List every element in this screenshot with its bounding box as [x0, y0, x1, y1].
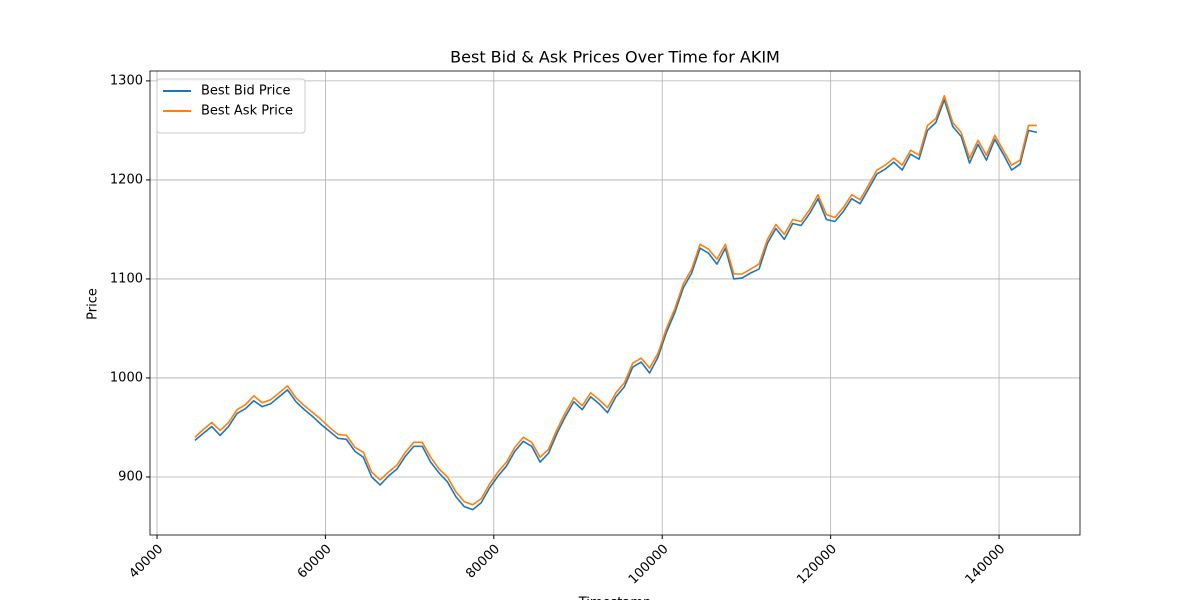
- legend-label: Best Ask Price: [201, 104, 293, 119]
- y-tick-label: 1300: [110, 73, 143, 88]
- y-tick-label: 900: [118, 469, 143, 484]
- y-tick-label: 1200: [110, 172, 143, 187]
- line-series: [194, 94, 1037, 506]
- line-series: [194, 98, 1038, 511]
- x-axis-label: Timestamp: [578, 596, 652, 600]
- y-axis-label: Price: [86, 288, 101, 320]
- legend-label: Best Bid Price: [201, 84, 291, 99]
- legend-box: [156, 78, 306, 134]
- y-tick-label: 1100: [110, 271, 143, 286]
- chart-title: Best Bid & Ask Prices Over Time for AKIM: [450, 48, 780, 67]
- plot-frame: [149, 70, 1081, 536]
- y-tick-label: 1000: [110, 370, 143, 385]
